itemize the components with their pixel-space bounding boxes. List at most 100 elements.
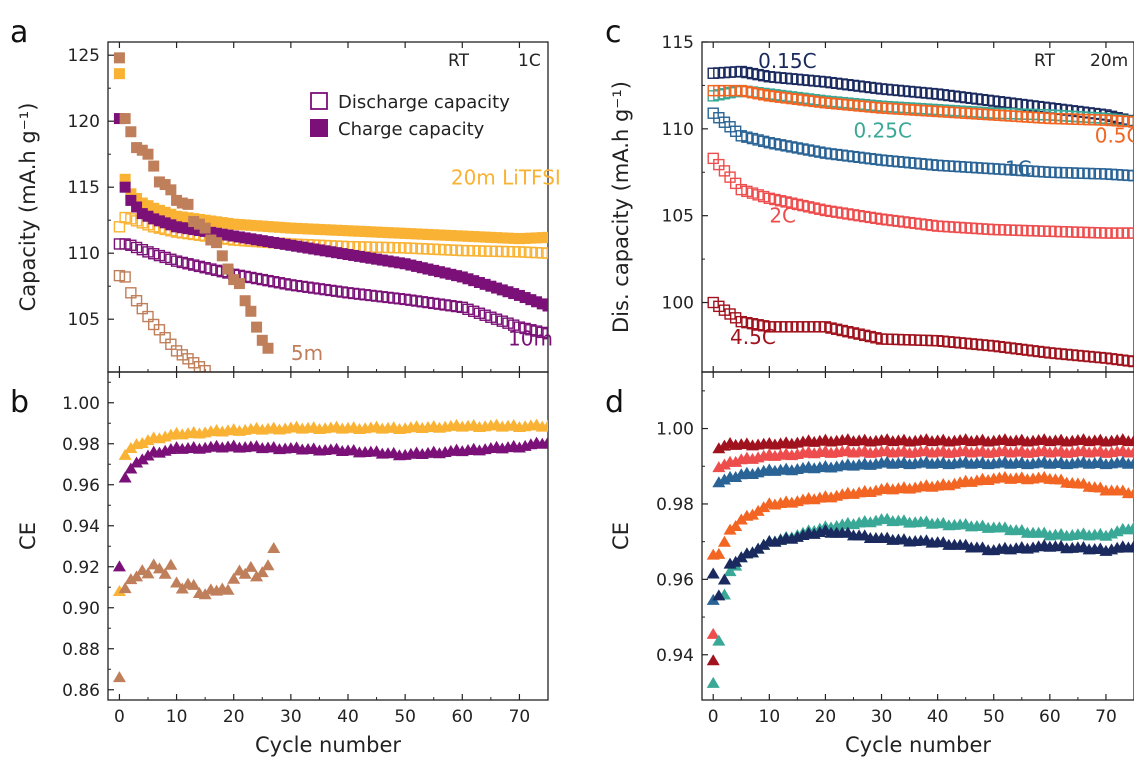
- x-tick-label: 20: [815, 707, 837, 727]
- data-point: [135, 436, 149, 448]
- data-point: [331, 247, 343, 259]
- data-point: [751, 504, 765, 516]
- data-point: [216, 217, 228, 229]
- legend-swatch-open: [310, 92, 328, 110]
- data-point: [205, 263, 217, 275]
- data-point: [176, 256, 188, 269]
- data-point: [745, 546, 759, 558]
- data-point: [313, 244, 325, 256]
- data-point: [422, 228, 434, 240]
- data-point: [462, 303, 474, 315]
- x-tick-label: 60: [451, 707, 473, 727]
- legend-swatch-filled: [310, 119, 328, 137]
- data-point: [285, 222, 297, 234]
- y-tick-label: 0.98: [62, 435, 100, 455]
- y-tick-label: 0.96: [656, 570, 694, 590]
- data-point: [319, 283, 331, 296]
- data-point: [141, 449, 155, 461]
- data-point: [279, 278, 291, 290]
- data-point: [706, 676, 720, 688]
- data-point: [205, 234, 217, 246]
- data-point: [525, 294, 537, 306]
- data-point: [370, 290, 383, 302]
- data-point: [536, 247, 548, 259]
- data-point: [479, 309, 491, 321]
- legend-label: Charge capacity: [338, 119, 485, 140]
- data-point: [125, 213, 137, 225]
- data-point: [1127, 539, 1134, 551]
- x-tick-label: 50: [394, 707, 416, 727]
- data-point: [519, 232, 531, 244]
- data-point: [239, 219, 251, 231]
- data-point: [296, 241, 308, 253]
- annotation: 2C: [769, 204, 796, 228]
- data-point: [165, 338, 177, 350]
- data-point: [706, 654, 720, 666]
- y-tick-label: 1.00: [656, 420, 694, 440]
- data-point: [519, 292, 531, 304]
- data-point: [250, 272, 263, 285]
- data-point: [456, 271, 468, 283]
- data-point: [158, 567, 172, 579]
- data-point: [428, 229, 440, 241]
- data-point: [267, 542, 281, 554]
- data-point: [382, 227, 394, 239]
- data-point: [165, 208, 177, 220]
- data-point: [210, 264, 223, 277]
- data-point: [531, 296, 543, 308]
- data-point: [399, 258, 411, 270]
- data-point: [422, 243, 434, 255]
- data-point: [153, 176, 165, 188]
- data-point: [513, 289, 525, 301]
- data-point: [199, 214, 211, 226]
- x-tick-label: 20: [223, 707, 245, 727]
- data-point: [233, 219, 245, 231]
- data-point: [382, 291, 394, 304]
- data-point: [542, 328, 548, 340]
- data-point: [136, 144, 148, 156]
- y-tick-label: 0.94: [656, 646, 694, 666]
- data-point: [142, 148, 154, 160]
- x-tick-label: 60: [1039, 707, 1061, 727]
- series-10m_CE: [112, 436, 548, 572]
- data-point: [445, 300, 457, 312]
- data-point: [536, 232, 548, 244]
- data-point: [148, 248, 160, 260]
- data-point: [451, 230, 463, 242]
- data-point: [342, 249, 354, 261]
- panel-b: 0.86 0.88 0.90 0.92 0.94 0.96 0.98 1.00 0 10 20 30 4…: [16, 371, 549, 757]
- data-point: [291, 222, 303, 234]
- series-4.5C: [707, 296, 1134, 368]
- data-point: [513, 321, 526, 333]
- data-point: [245, 271, 257, 284]
- data-point: [445, 244, 457, 256]
- data-point: [433, 229, 445, 241]
- data-point: [222, 217, 234, 229]
- data-point: [439, 229, 451, 241]
- data-point: [308, 223, 320, 235]
- data-point: [530, 325, 543, 337]
- data-point: [416, 296, 428, 308]
- data-point: [541, 436, 548, 448]
- data-point: [170, 345, 183, 357]
- data-point: [142, 310, 154, 323]
- annotation: 20m LiTFSI: [451, 166, 561, 190]
- x-axis-label: Cycle number: [845, 733, 991, 757]
- data-point: [388, 292, 400, 304]
- panel-letter-b: b: [10, 385, 29, 420]
- data-point: [205, 215, 217, 227]
- data-point: [473, 307, 486, 319]
- data-point: [405, 228, 417, 240]
- data-point: [171, 210, 183, 222]
- y-axis-label: CE: [609, 522, 633, 550]
- data-point: [302, 223, 314, 235]
- y-tick-label: 0.94: [62, 517, 100, 537]
- data-point: [255, 566, 269, 578]
- data-point: [433, 298, 446, 310]
- data-point: [353, 288, 366, 300]
- data-point: [124, 441, 138, 453]
- x-tick-label: 30: [280, 707, 302, 727]
- data-point: [256, 235, 268, 247]
- data-point: [302, 242, 314, 254]
